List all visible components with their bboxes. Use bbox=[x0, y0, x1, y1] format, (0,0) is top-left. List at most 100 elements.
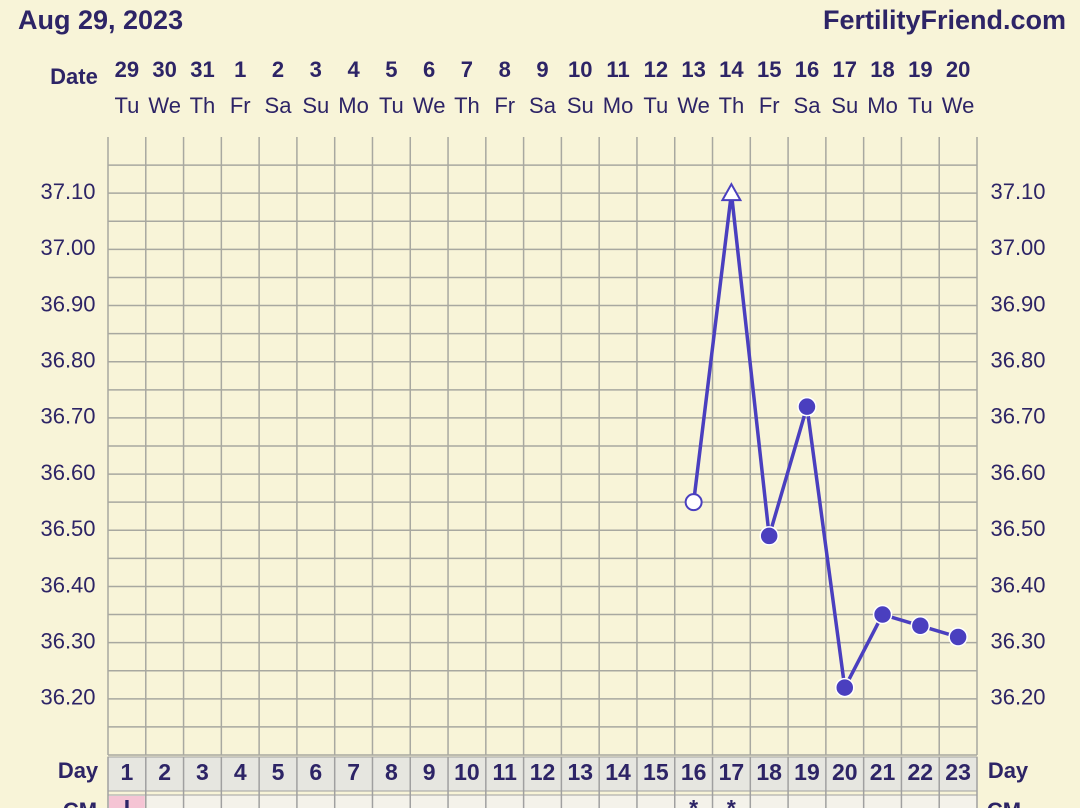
weekday-label: Th bbox=[454, 93, 480, 118]
date-label: 15 bbox=[757, 57, 781, 82]
y-tick-label-right: 36.50 bbox=[990, 516, 1045, 541]
date-label: 16 bbox=[795, 57, 819, 82]
date-label: 31 bbox=[190, 57, 214, 82]
date-label: 7 bbox=[461, 57, 473, 82]
date-label: 3 bbox=[310, 57, 322, 82]
y-tick-label-right: 36.60 bbox=[990, 460, 1045, 485]
data-point bbox=[684, 493, 703, 512]
weekday-label: We bbox=[942, 93, 975, 118]
x-tick-label: 13 bbox=[567, 759, 593, 785]
y-tick-label-right: 37.10 bbox=[990, 179, 1045, 204]
x-tick-label: 22 bbox=[908, 759, 934, 785]
y-tick-label: 36.50 bbox=[40, 516, 95, 541]
date-label: 18 bbox=[870, 57, 894, 82]
y-tick-label: 36.60 bbox=[40, 460, 95, 485]
y-tick-label-right: 37.00 bbox=[990, 235, 1045, 260]
weekday-label: Mo bbox=[867, 93, 898, 118]
date-label: 11 bbox=[606, 57, 629, 82]
x-tick-label: 9 bbox=[423, 759, 436, 785]
x-tick-label: 19 bbox=[794, 759, 820, 785]
day-label: Day bbox=[58, 758, 99, 783]
x-tick-label: 6 bbox=[309, 759, 322, 785]
weekday-label: Su bbox=[831, 93, 858, 118]
weekday-label: Tu bbox=[379, 93, 404, 118]
site-name: FertilityFriend.com bbox=[823, 5, 1066, 35]
weekday-label: Fr bbox=[494, 93, 515, 118]
y-tick-label: 37.10 bbox=[40, 179, 95, 204]
cm-label-right: CM bbox=[987, 798, 1021, 808]
y-tick-label-right: 36.30 bbox=[990, 628, 1045, 653]
cm-value: I bbox=[124, 795, 130, 808]
x-tick-label: 21 bbox=[870, 759, 896, 785]
x-tick-label: 16 bbox=[681, 759, 707, 785]
x-tick-label: 15 bbox=[643, 759, 669, 785]
date-label: 1 bbox=[234, 57, 246, 82]
date-label: 14 bbox=[719, 57, 744, 82]
date-label: 13 bbox=[681, 57, 705, 82]
chart-title: Aug 29, 2023 bbox=[18, 5, 183, 35]
data-point bbox=[835, 677, 855, 698]
weekday-label: We bbox=[148, 93, 181, 118]
x-tick-label: 18 bbox=[756, 759, 782, 785]
cm-label: CM bbox=[63, 798, 97, 808]
data-point bbox=[872, 604, 893, 625]
x-tick-label: 11 bbox=[493, 759, 518, 785]
weekday-label: Sa bbox=[529, 93, 557, 118]
x-tick-label: 5 bbox=[272, 759, 285, 785]
date-label: 12 bbox=[644, 57, 668, 82]
x-tick-label: 4 bbox=[234, 759, 247, 785]
weekday-label: We bbox=[413, 93, 446, 118]
cm-row bbox=[107, 794, 978, 808]
data-point bbox=[910, 616, 931, 636]
x-tick-label: 20 bbox=[832, 759, 858, 785]
weekday-label: We bbox=[677, 93, 710, 118]
weekday-label: Tu bbox=[908, 93, 933, 118]
date-label: 10 bbox=[568, 57, 592, 82]
weekday-label: Fr bbox=[230, 93, 251, 118]
y-tick-label: 36.70 bbox=[40, 404, 95, 429]
cm-value: * bbox=[689, 795, 698, 808]
y-tick-label: 36.80 bbox=[40, 348, 95, 373]
date-label: 20 bbox=[946, 57, 970, 82]
weekday-label: Tu bbox=[643, 93, 668, 118]
weekday-label: Sa bbox=[794, 93, 822, 118]
y-tick-label-right: 36.40 bbox=[990, 572, 1045, 597]
x-tick-label: 1 bbox=[120, 759, 133, 785]
x-tick-label: 3 bbox=[196, 759, 209, 785]
date-label: 9 bbox=[536, 57, 548, 82]
weekday-label: Mo bbox=[603, 93, 634, 118]
y-tick-label-right: 36.70 bbox=[990, 404, 1045, 429]
date-label: 29 bbox=[115, 57, 139, 82]
date-label: Date bbox=[50, 64, 98, 89]
y-tick-label-right: 36.90 bbox=[990, 291, 1045, 316]
date-label: 8 bbox=[499, 57, 511, 82]
x-tick-label: 2 bbox=[158, 759, 171, 785]
y-tick-label: 36.90 bbox=[40, 291, 95, 316]
x-tick-label: 12 bbox=[530, 759, 556, 785]
weekday-label: Mo bbox=[338, 93, 369, 118]
date-label: 4 bbox=[347, 57, 360, 82]
x-tick-label: 14 bbox=[605, 759, 631, 785]
y-tick-label: 36.20 bbox=[40, 685, 95, 710]
date-label: 5 bbox=[385, 57, 397, 82]
x-tick-label: 7 bbox=[347, 759, 360, 785]
day-row bbox=[107, 756, 978, 792]
weekday-label: Tu bbox=[114, 93, 139, 118]
weekday-label: Sa bbox=[265, 93, 293, 118]
y-tick-label: 37.00 bbox=[40, 235, 95, 260]
date-label: 6 bbox=[423, 57, 435, 82]
y-tick-label: 36.40 bbox=[40, 572, 95, 597]
data-point bbox=[797, 396, 817, 417]
data-point bbox=[948, 627, 968, 647]
day-label-right: Day bbox=[988, 758, 1029, 783]
y-tick-label: 36.30 bbox=[40, 628, 95, 653]
x-tick-label: 17 bbox=[719, 759, 745, 785]
weekday-label: Th bbox=[719, 93, 745, 118]
x-tick-label: 8 bbox=[385, 759, 398, 785]
weekday-label: Fr bbox=[759, 93, 780, 118]
x-tick-label: 23 bbox=[945, 759, 971, 785]
weekday-label: Su bbox=[567, 93, 594, 118]
data-point bbox=[759, 526, 779, 546]
